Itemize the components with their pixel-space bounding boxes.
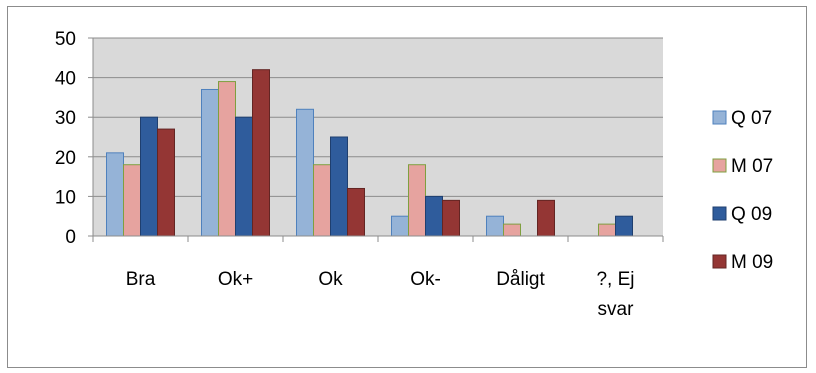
bar-m-09-1 bbox=[252, 69, 270, 237]
y-tick-label: 10 bbox=[55, 187, 76, 208]
bar-m-09-2 bbox=[347, 187, 365, 237]
x-tick-label: Bra bbox=[126, 269, 156, 290]
bar-q-09-0 bbox=[140, 116, 158, 237]
legend-swatch-q-07 bbox=[712, 110, 727, 125]
bar-q-09-3 bbox=[425, 195, 443, 237]
legend-label: Q 09 bbox=[731, 204, 772, 225]
y-tick-label: 40 bbox=[55, 69, 76, 90]
bar-m-09-3 bbox=[442, 199, 460, 237]
x-tick-label: Dåligt bbox=[496, 269, 545, 290]
bar-q-09-5 bbox=[615, 215, 633, 237]
bar-m-07-1 bbox=[218, 81, 236, 237]
legend-swatch-q-09 bbox=[712, 206, 727, 221]
bar-m-07-4 bbox=[503, 223, 521, 237]
bar-m-07-3 bbox=[408, 164, 426, 237]
bar-m-07-5 bbox=[598, 223, 616, 237]
plot-area bbox=[93, 38, 663, 236]
x-tick-label: Ok bbox=[318, 269, 343, 290]
legend-label: M 07 bbox=[731, 156, 773, 177]
bar-m-07-2 bbox=[313, 164, 331, 237]
y-tick-label: 50 bbox=[55, 29, 76, 50]
legend-label: M 09 bbox=[731, 252, 773, 273]
legend-swatch-m-09 bbox=[712, 254, 727, 269]
bar-q-09-2 bbox=[330, 136, 348, 237]
x-tick-label: Ok+ bbox=[218, 269, 253, 290]
x-tick-label: ?, Ej svar bbox=[596, 269, 634, 320]
bar-q-09-1 bbox=[235, 116, 253, 237]
legend-label: Q 07 bbox=[731, 108, 772, 129]
legend-swatch-m-07 bbox=[712, 158, 727, 173]
x-tick-label: Ok- bbox=[410, 269, 441, 290]
bar-m-09-4 bbox=[537, 199, 555, 237]
bar-m-09-0 bbox=[157, 128, 175, 237]
bar-q-07-0 bbox=[106, 152, 124, 237]
bar-q-07-1 bbox=[201, 88, 219, 237]
bar-q-07-2 bbox=[296, 108, 314, 237]
bar-m-07-0 bbox=[123, 164, 141, 237]
y-tick-label: 30 bbox=[55, 108, 76, 129]
y-tick-label: 0 bbox=[65, 227, 76, 248]
y-tick-label: 20 bbox=[55, 148, 76, 169]
bar-q-07-4 bbox=[486, 215, 504, 237]
bar-q-07-3 bbox=[391, 215, 409, 237]
